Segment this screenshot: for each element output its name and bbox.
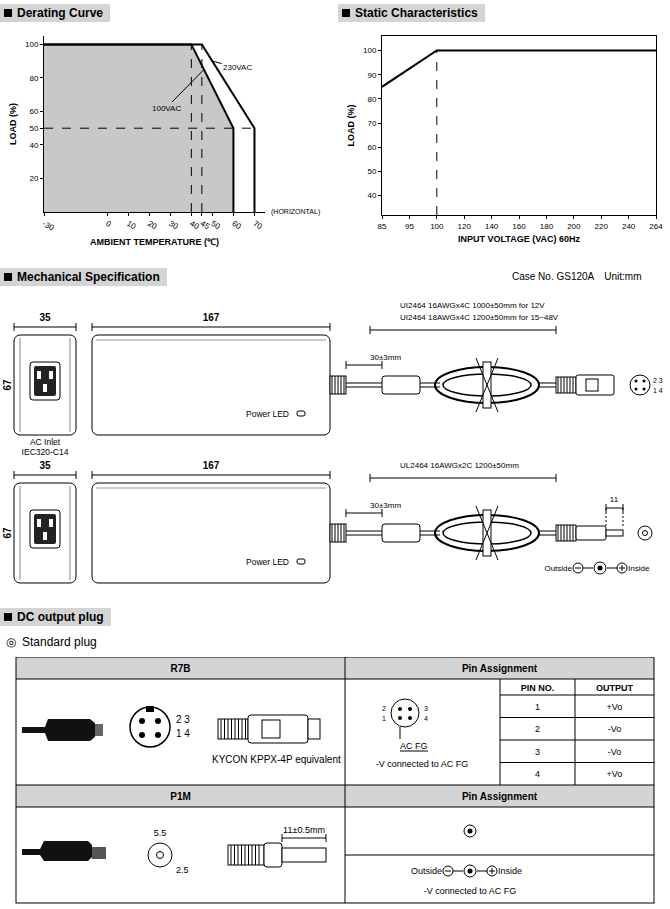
svg-text:(HORIZONTAL): (HORIZONTAL): [271, 208, 320, 216]
svg-text:200: 200: [567, 222, 581, 231]
html-text:Mechanical Specification: Mechanical Specification: [17, 270, 160, 284]
svg-text:Outside: Outside: [411, 866, 442, 876]
svg-text:167: 167: [203, 460, 220, 471]
svg-text:-30: -30: [41, 219, 56, 233]
svg-text:Power LED: Power LED: [246, 409, 289, 419]
svg-text:4: 4: [424, 715, 428, 722]
svg-text:INPUT VOLTAGE (VAC) 60Hz: INPUT VOLTAGE (VAC) 60Hz: [458, 234, 581, 244]
svg-text:100: 100: [363, 46, 377, 55]
svg-text:Pin Assignment: Pin Assignment: [462, 663, 538, 674]
svg-text:1: 1: [382, 715, 386, 722]
svg-text:Inside: Inside: [628, 564, 650, 573]
svg-text:30±3mm: 30±3mm: [370, 353, 401, 362]
svg-text:10: 10: [125, 219, 138, 232]
svg-text:240: 240: [622, 222, 636, 231]
svg-text:Pin Assignment: Pin Assignment: [462, 791, 538, 802]
svg-text:UL2464 16AWGx2C 1200±50mm: UL2464 16AWGx2C 1200±50mm: [400, 461, 519, 470]
svg-text:Power LED: Power LED: [246, 557, 289, 567]
svg-text:IEC320-C14: IEC320-C14: [22, 447, 69, 457]
svg-text:160: 160: [512, 222, 526, 231]
svg-text:67: 67: [2, 379, 13, 391]
svg-text:220: 220: [595, 222, 609, 231]
svg-text:2 3: 2 3: [653, 377, 663, 384]
svg-text:OUTPUT: OUTPUT: [596, 683, 634, 693]
html-text:Case No. GS120A: Case No. GS120A: [512, 271, 595, 282]
svg-text:R7B: R7B: [170, 663, 190, 674]
svg-text:30±3mm: 30±3mm: [370, 501, 401, 510]
svg-text:5.5: 5.5: [154, 828, 167, 838]
svg-text:UI2464 18AWGx4C 1200±50mm for: UI2464 18AWGx4C 1200±50mm for 15~48V: [400, 313, 559, 322]
svg-text:60: 60: [367, 143, 376, 152]
svg-text:45: 45: [199, 219, 212, 232]
svg-text:35: 35: [39, 460, 51, 471]
svg-text:50: 50: [209, 219, 222, 232]
svg-text:90: 90: [367, 71, 376, 80]
svg-text:11: 11: [610, 495, 619, 504]
svg-text:70: 70: [251, 219, 264, 232]
svg-text:2: 2: [535, 724, 540, 734]
svg-text:50: 50: [367, 167, 376, 176]
svg-text:35: 35: [39, 312, 51, 323]
svg-text:80: 80: [367, 95, 376, 104]
svg-text:-Vo: -Vo: [608, 747, 622, 757]
svg-text:LOAD (%): LOAD (%): [8, 103, 18, 145]
svg-text:180: 180: [540, 222, 554, 231]
svg-text:80: 80: [29, 74, 38, 83]
svg-text:3: 3: [424, 705, 428, 712]
svg-text:70: 70: [367, 119, 376, 128]
svg-text:4: 4: [535, 769, 540, 779]
svg-text:20: 20: [146, 219, 159, 232]
html-text:Static Characteristics: Static Characteristics: [355, 6, 478, 20]
svg-text:30: 30: [167, 219, 180, 232]
svg-text:230VAC: 230VAC: [223, 63, 252, 72]
svg-text:20: 20: [29, 174, 38, 183]
html-text:DC output plug: DC output plug: [17, 610, 104, 624]
svg-text:1: 1: [535, 702, 540, 712]
svg-text:100: 100: [430, 222, 444, 231]
html-text:Standard plug: Standard plug: [22, 635, 97, 649]
svg-text:0: 0: [104, 219, 113, 229]
svg-text:11±0.5mm: 11±0.5mm: [283, 825, 325, 835]
svg-text:1 4: 1 4: [176, 728, 190, 739]
svg-text:LOAD (%): LOAD (%): [346, 105, 356, 147]
svg-text:2 3: 2 3: [176, 714, 190, 725]
svg-text:AC Inlet: AC Inlet: [30, 437, 61, 447]
svg-text:-Vo: -Vo: [608, 724, 622, 734]
svg-text:Inside: Inside: [498, 866, 522, 876]
svg-text:2.5: 2.5: [176, 865, 189, 875]
svg-text:60: 60: [230, 219, 243, 232]
svg-text:+Vo: +Vo: [607, 769, 623, 779]
svg-text:40: 40: [29, 141, 38, 150]
svg-text:P1M: P1M: [170, 791, 191, 802]
svg-text:40: 40: [367, 191, 376, 200]
svg-text:95: 95: [405, 222, 414, 231]
svg-text:PIN NO.: PIN NO.: [521, 683, 555, 693]
svg-text:40: 40: [188, 219, 201, 232]
svg-text:AMBIENT TEMPERATURE (℃): AMBIENT TEMPERATURE (℃): [90, 237, 219, 247]
svg-text:67: 67: [2, 527, 13, 539]
svg-text:100VAC: 100VAC: [152, 104, 181, 113]
svg-text:Outside: Outside: [544, 564, 572, 573]
html-text:Derating Curve: Derating Curve: [17, 6, 103, 20]
html-text:Unit:mm: Unit:mm: [604, 271, 642, 282]
svg-text:-V connected to AC FG: -V connected to AC FG: [376, 759, 469, 769]
svg-text:3: 3: [535, 747, 540, 757]
svg-text:264: 264: [649, 222, 663, 231]
svg-text:AC FG: AC FG: [400, 741, 428, 751]
svg-text:120: 120: [458, 222, 472, 231]
svg-text:100: 100: [25, 40, 39, 49]
svg-text:1 4: 1 4: [653, 387, 663, 394]
svg-text:-V connected to AC FG: -V connected to AC FG: [424, 886, 517, 896]
svg-text:+Vo: +Vo: [607, 702, 623, 712]
svg-text:50: 50: [29, 124, 38, 133]
svg-text:60: 60: [29, 107, 38, 116]
svg-text:UI2464 16AWGx4C 1000±50mm for: UI2464 16AWGx4C 1000±50mm for 12V: [400, 301, 545, 310]
svg-text:140: 140: [485, 222, 499, 231]
svg-text:167: 167: [203, 312, 220, 323]
svg-text:KYCON KPPX-4P equivalent: KYCON KPPX-4P equivalent: [212, 754, 341, 765]
svg-text:85: 85: [378, 222, 387, 231]
svg-text:2: 2: [382, 705, 386, 712]
